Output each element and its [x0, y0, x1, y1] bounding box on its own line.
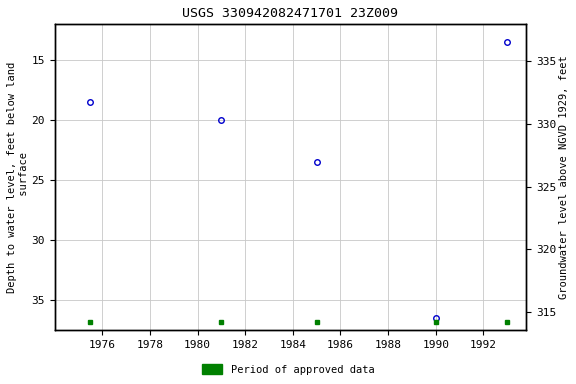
Title: USGS 330942082471701 23Z009: USGS 330942082471701 23Z009: [183, 7, 399, 20]
Y-axis label: Depth to water level, feet below land
 surface: Depth to water level, feet below land su…: [7, 61, 29, 293]
Legend: Period of approved data: Period of approved data: [198, 360, 378, 379]
Y-axis label: Groundwater level above NGVD 1929, feet: Groundwater level above NGVD 1929, feet: [559, 55, 569, 299]
